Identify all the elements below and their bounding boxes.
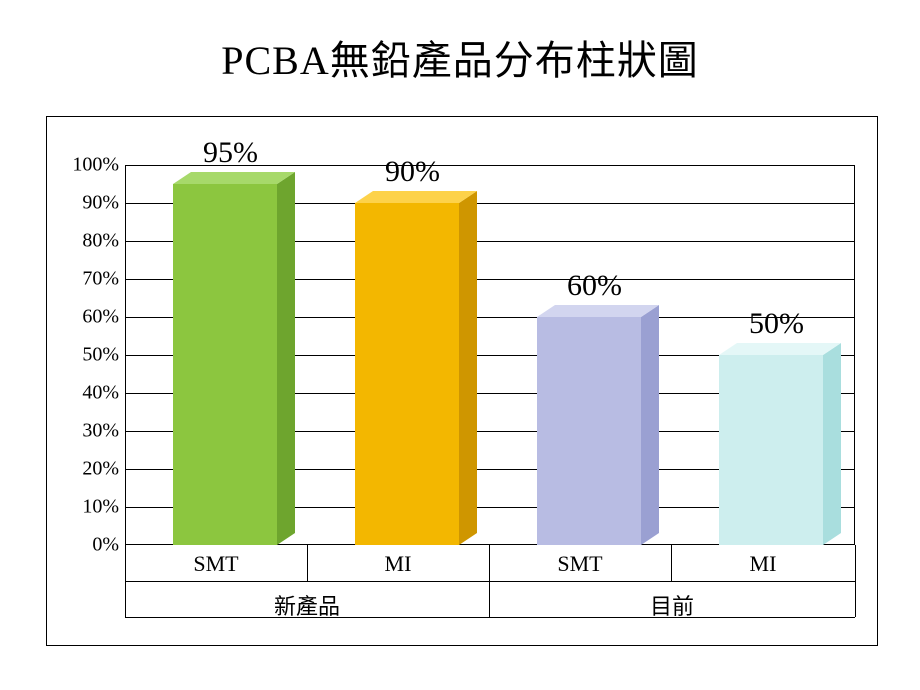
bar-value-label: 90% — [385, 155, 440, 189]
bar-front — [719, 355, 823, 545]
bar-side — [459, 191, 477, 545]
bar: 95% — [173, 184, 277, 545]
bar-front — [355, 203, 459, 545]
y-tick-label: 60% — [82, 306, 125, 329]
bar-side — [277, 172, 295, 545]
y-tick-label: 0% — [92, 534, 125, 557]
x-axis-separator — [855, 545, 856, 581]
bar: 60% — [537, 317, 641, 545]
bar-value-label: 50% — [749, 307, 804, 341]
x-sub-label: MI — [671, 545, 855, 577]
bar-top — [355, 191, 477, 203]
y-tick-label: 70% — [82, 268, 125, 291]
y-tick-label: 10% — [82, 496, 125, 519]
x-group-label: 新產品 — [125, 589, 489, 621]
y-tick-label: 80% — [82, 230, 125, 253]
page: { "title": "PCBA無鉛產品分布柱狀圖", "chart": { "… — [0, 0, 920, 690]
y-tick-label: 30% — [82, 420, 125, 443]
x-sub-label: MI — [307, 545, 489, 577]
bar-side — [641, 305, 659, 545]
bar: 50% — [719, 355, 823, 545]
y-tick-label: 90% — [82, 192, 125, 215]
chart-container: 0%10%20%30%40%50%60%70%80%90%100%95%SMT9… — [46, 116, 878, 646]
plot-right-line — [854, 165, 855, 545]
plot-area: 0%10%20%30%40%50%60%70%80%90%100%95%SMT9… — [125, 165, 855, 545]
chart-title: PCBA無鉛產品分布柱狀圖 — [0, 0, 920, 86]
x-sub-label: SMT — [489, 545, 671, 577]
bar-side — [823, 343, 841, 545]
x-group-label: 目前 — [489, 589, 855, 621]
bar-front — [537, 317, 641, 545]
y-tick-label: 50% — [82, 344, 125, 367]
bar-front — [173, 184, 277, 545]
bar-top — [719, 343, 841, 355]
bar: 90% — [355, 203, 459, 545]
y-tick-label: 20% — [82, 458, 125, 481]
x-axis-hline — [125, 581, 855, 582]
x-sub-label: SMT — [125, 545, 307, 577]
bar-top — [537, 305, 659, 317]
bar-value-label: 60% — [567, 269, 622, 303]
y-tick-label: 100% — [72, 154, 125, 177]
bar-value-label: 95% — [203, 136, 258, 170]
bar-top — [173, 172, 295, 184]
y-tick-label: 40% — [82, 382, 125, 405]
